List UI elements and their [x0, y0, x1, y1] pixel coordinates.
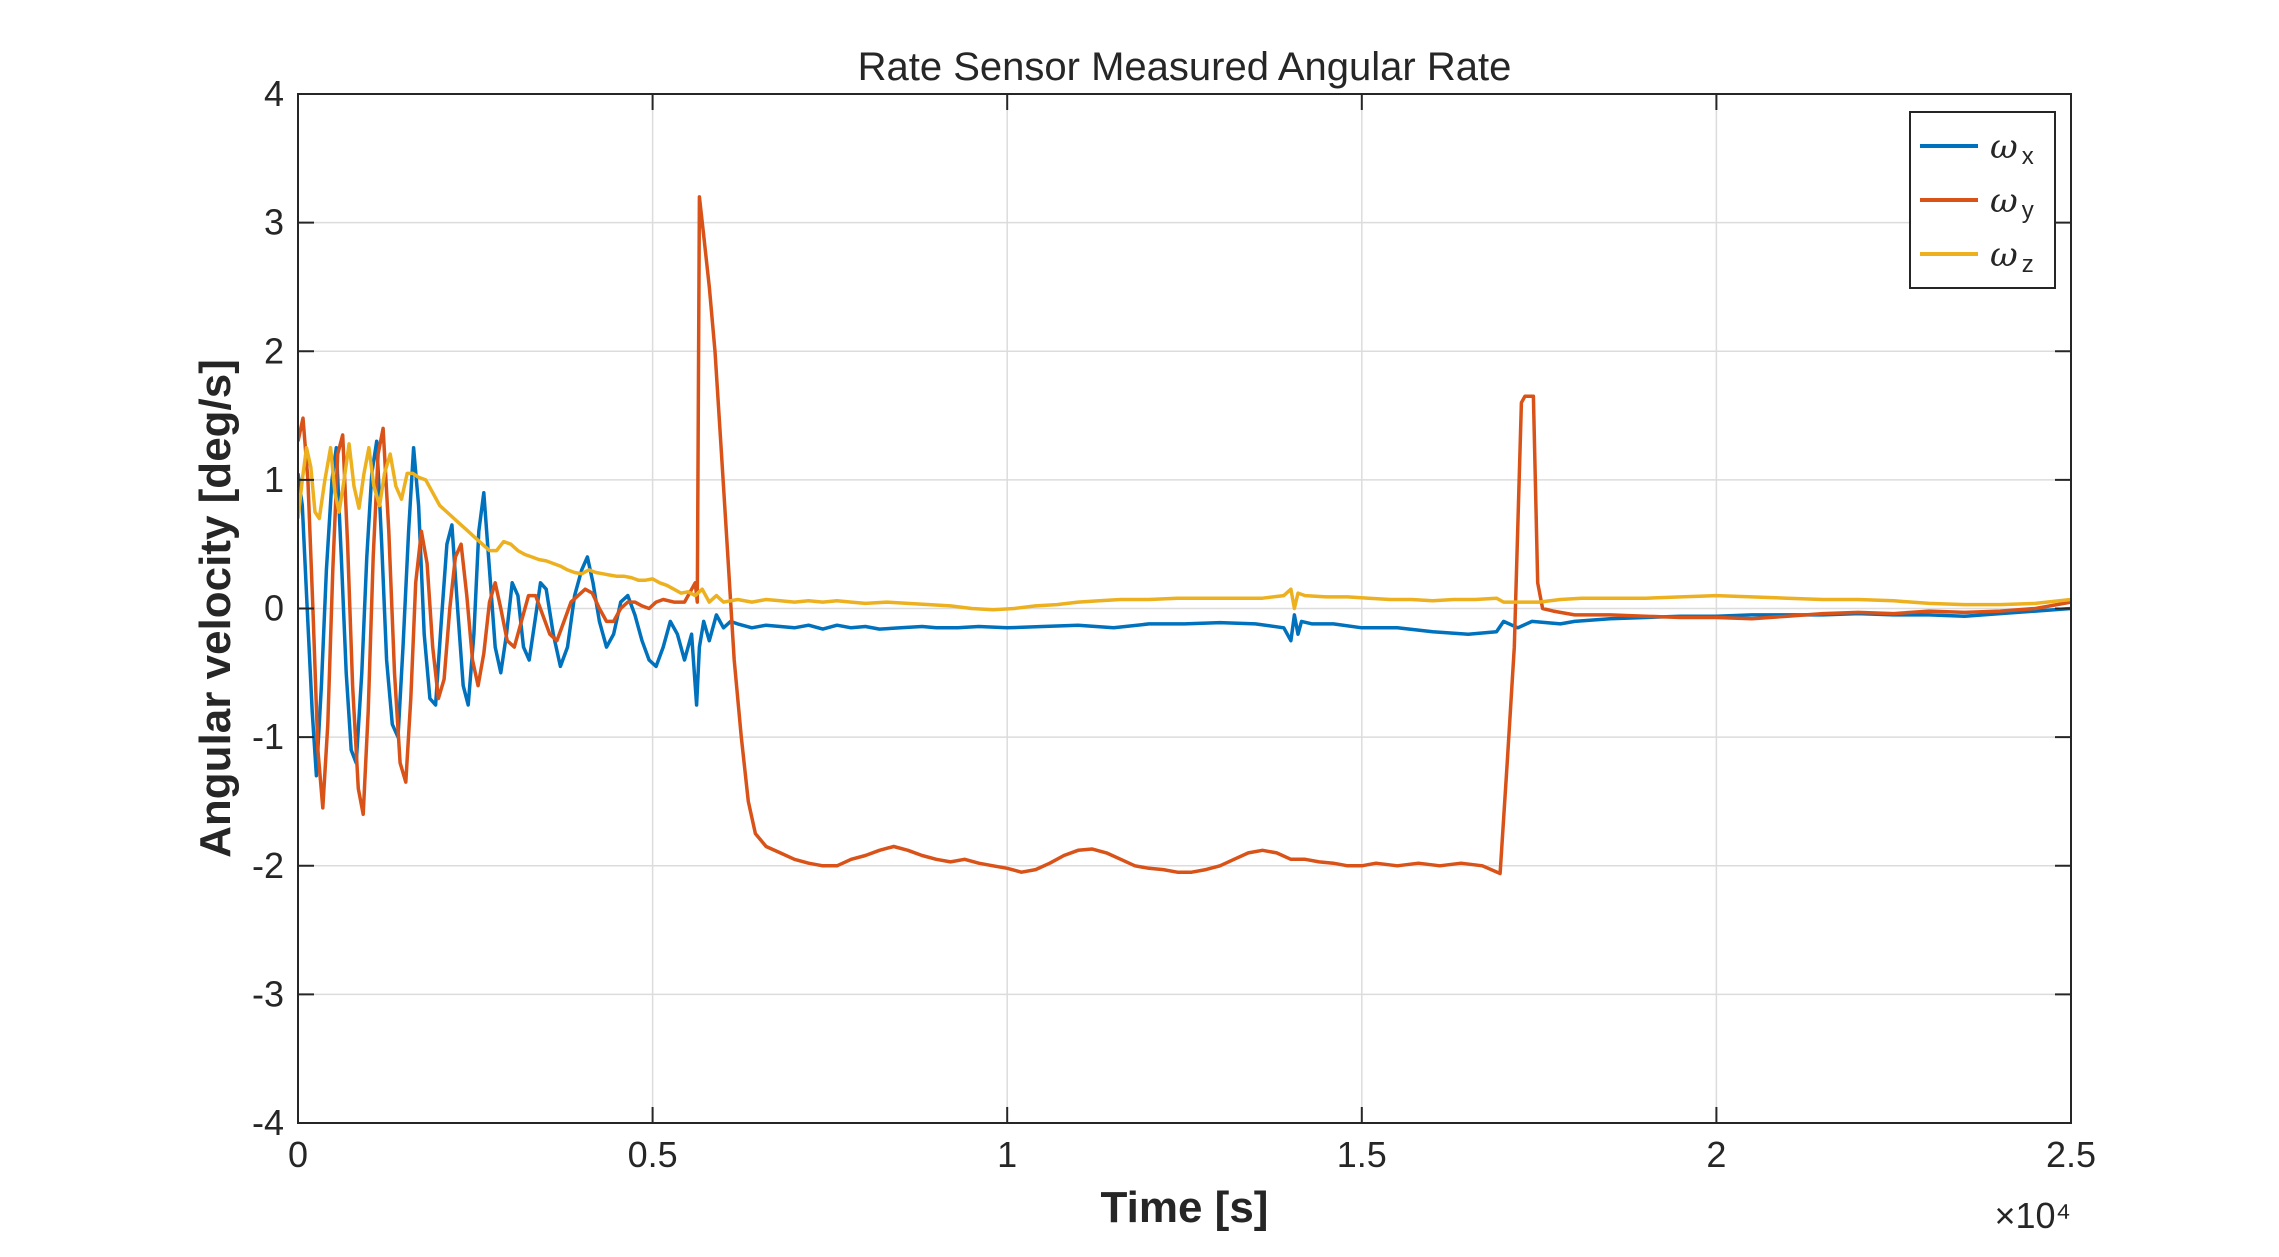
x-tick-label: 1 — [997, 1134, 1017, 1175]
legend-symbol: ω — [1990, 127, 2018, 167]
y-tick-label: 0 — [264, 588, 284, 629]
y-tick-label: -2 — [252, 845, 284, 886]
legend-subscript: y — [2022, 197, 2034, 224]
y-tick-label: -1 — [252, 716, 284, 757]
y-tick-label: 1 — [264, 459, 284, 500]
series-layer — [298, 195, 2071, 876]
series-line-x — [298, 439, 2071, 778]
x-tick-label: 2 — [1706, 1134, 1726, 1175]
y-axis-label: Angular velocity [deg/s] — [191, 359, 240, 858]
y-tick-label: -4 — [252, 1102, 284, 1143]
y-tick-label: 2 — [264, 330, 284, 371]
x-tick-label: 0 — [288, 1134, 308, 1175]
legend-subscript: z — [2022, 251, 2034, 278]
x-axis-exponent: ×10⁴ — [1994, 1195, 2071, 1236]
y-tick-label: 3 — [264, 202, 284, 243]
axis-ticks — [297, 93, 2072, 1124]
legend-symbol: ω — [1990, 235, 2018, 275]
tick-labels: 0 0.5 1 1.5 2 2.5 -4 -3 -2 -1 0 1 2 3 4 — [252, 73, 2096, 1175]
y-tick-label: 4 — [264, 73, 284, 114]
legend: ω xω yω z — [1909, 111, 2056, 289]
legend-symbol: ω — [1990, 181, 2018, 221]
x-tick-label: 2.5 — [2046, 1134, 2096, 1175]
legend-subscript: x — [2022, 143, 2034, 170]
series-line-z — [298, 442, 2071, 612]
x-tick-label: 1.5 — [1337, 1134, 1387, 1175]
x-tick-label: 0.5 — [628, 1134, 678, 1175]
x-axis-label: Time [s] — [1101, 1183, 1269, 1232]
series-line-y — [298, 195, 2071, 876]
chart-title: Rate Sensor Measured Angular Rate — [858, 45, 1512, 89]
y-tick-label: -3 — [252, 973, 284, 1014]
